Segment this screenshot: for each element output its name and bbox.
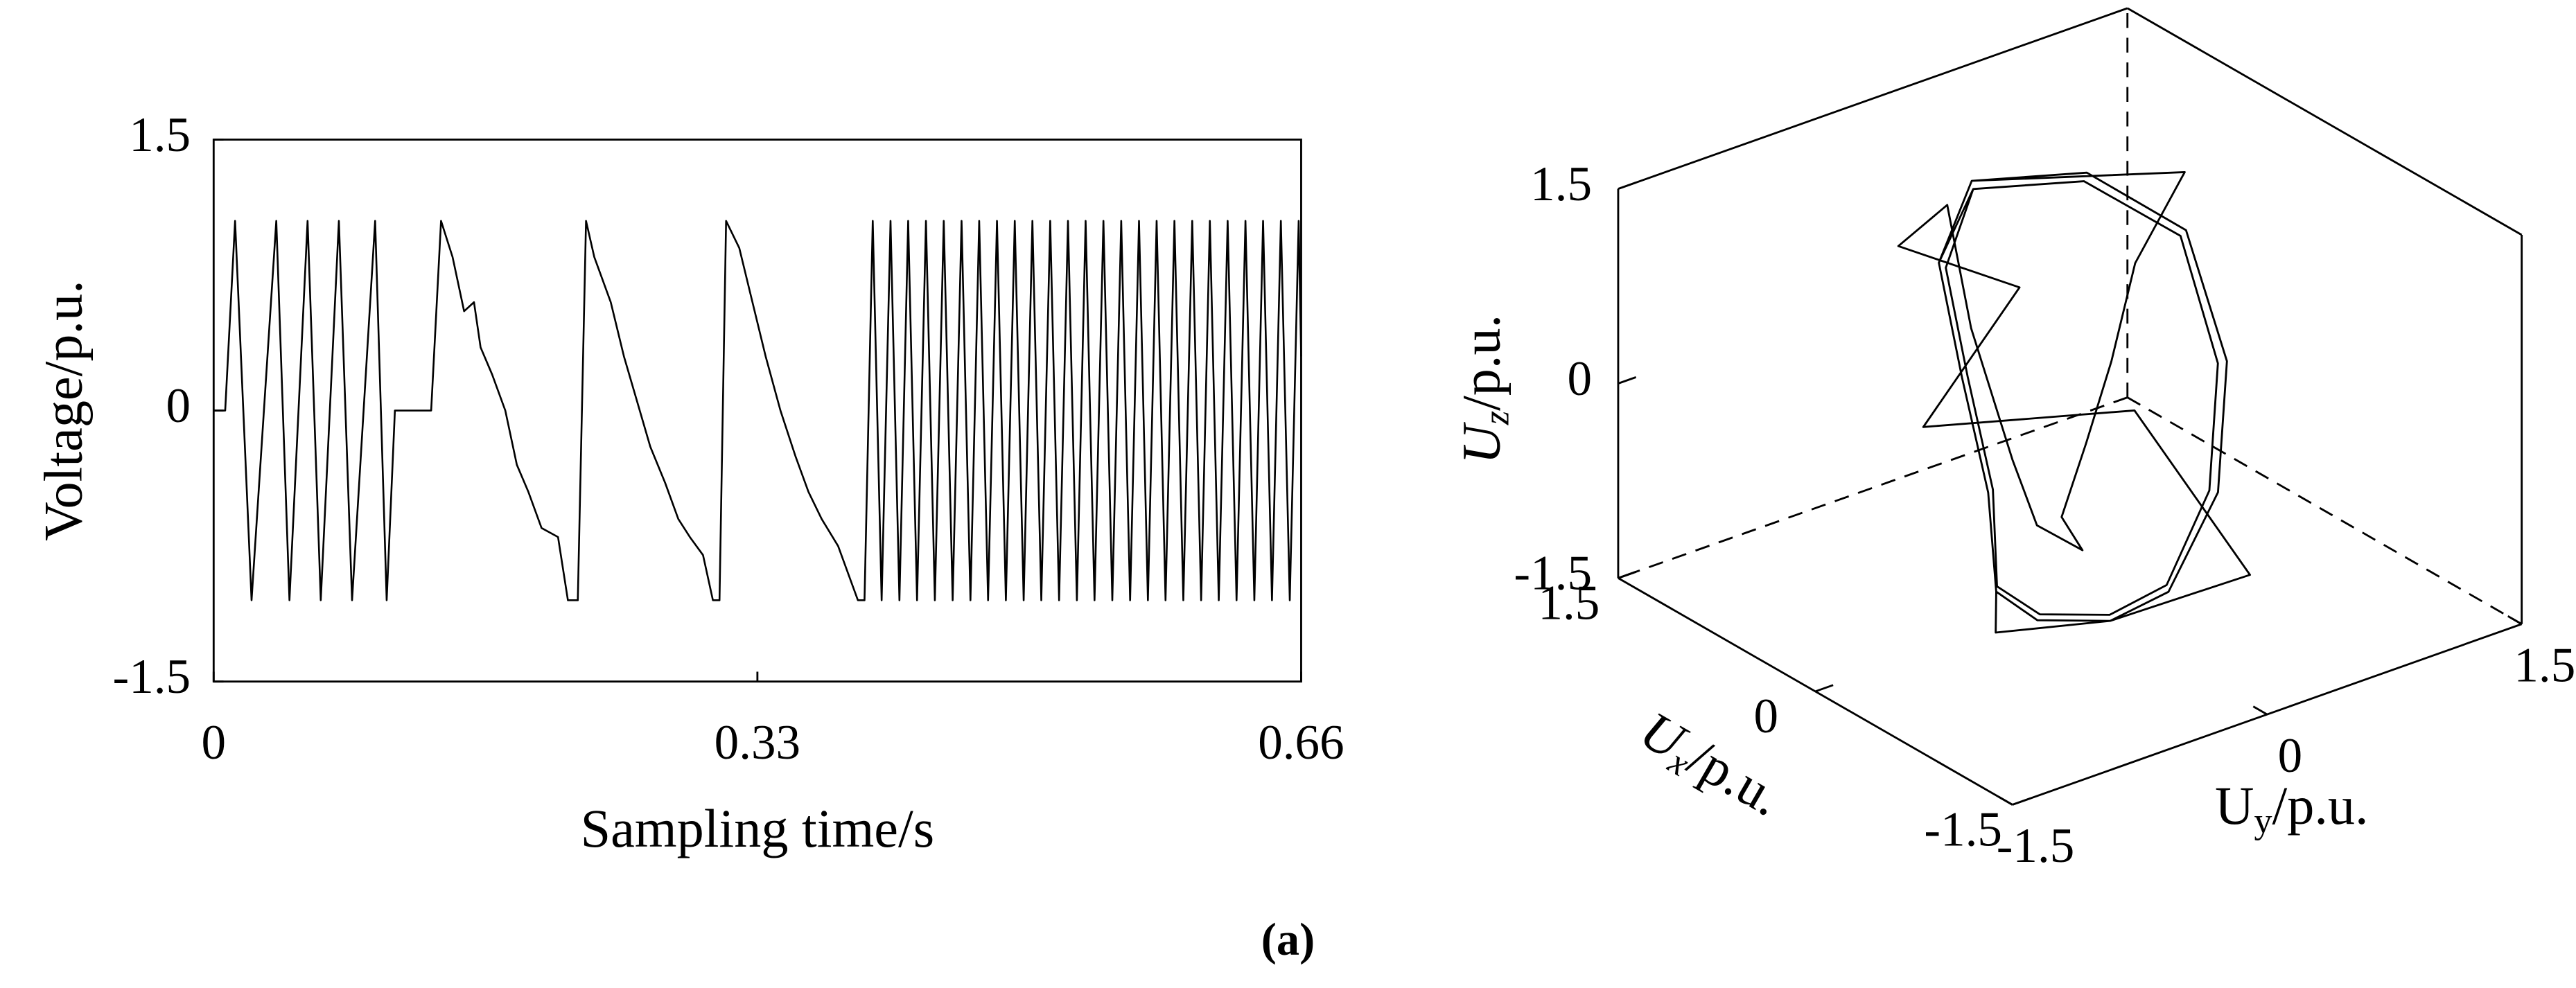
axis-tick xyxy=(1814,684,1834,693)
z-label-symbol: U xyxy=(1451,422,1511,464)
caption: (a) xyxy=(1261,915,1315,965)
z-tick-label: -1.5 xyxy=(1514,547,1592,601)
y-tick-label: 1.5 xyxy=(129,108,191,162)
voltage-line xyxy=(213,220,1302,601)
y-label-unit: /p.u. xyxy=(2272,775,2369,836)
x-axis-label: Sampling time/s xyxy=(581,798,935,858)
axis-tick xyxy=(2012,797,2031,806)
x-tick-label-3d: 0 xyxy=(1753,689,1778,743)
axis-tick xyxy=(1998,795,2013,806)
plot-frame xyxy=(212,139,1302,683)
z-tick-label: 0 xyxy=(1567,352,1592,406)
axis-tick xyxy=(1618,182,1637,190)
y-tick-label-3d: 0 xyxy=(2278,729,2303,783)
y-tick-label-3d: 1.5 xyxy=(2514,638,2575,692)
hidden-edge xyxy=(1618,396,2128,579)
z-label-subscript: z xyxy=(1477,411,1516,425)
z-tick-label: 1.5 xyxy=(1530,157,1592,211)
axis-tick xyxy=(1618,376,1637,385)
x-tick-label: 0.33 xyxy=(715,716,800,770)
x-tick-label: 0.66 xyxy=(1258,716,1344,770)
axis-tick xyxy=(2507,615,2523,625)
y-tick-label-3d: -1.5 xyxy=(1997,819,2075,873)
z-label-unit: /p.u. xyxy=(1451,315,1511,411)
x-tick-label: 0 xyxy=(202,716,227,770)
y-label-subscript: y xyxy=(2254,802,2272,841)
hidden-edge xyxy=(2127,396,2523,625)
x-tick-label-3d: -1.5 xyxy=(1924,802,2002,856)
y-axis-label-3d: Uy/p.u. xyxy=(2215,775,2369,841)
axis-tick xyxy=(2252,705,2268,716)
x-tick-label-3d: 1.5 xyxy=(1538,576,1600,630)
z-axis-label: Uz/p.u. xyxy=(1451,315,1516,464)
y-tick-label: 0 xyxy=(166,379,191,433)
y-label-symbol: U xyxy=(2215,775,2254,836)
box-edge xyxy=(1618,7,2128,190)
box-edge xyxy=(2127,7,2523,236)
axis-tick xyxy=(1618,570,1637,579)
y-axis-label: Voltage/p.u. xyxy=(33,280,94,541)
trajectory xyxy=(1897,170,2251,634)
y-tick-label: -1.5 xyxy=(113,650,191,704)
